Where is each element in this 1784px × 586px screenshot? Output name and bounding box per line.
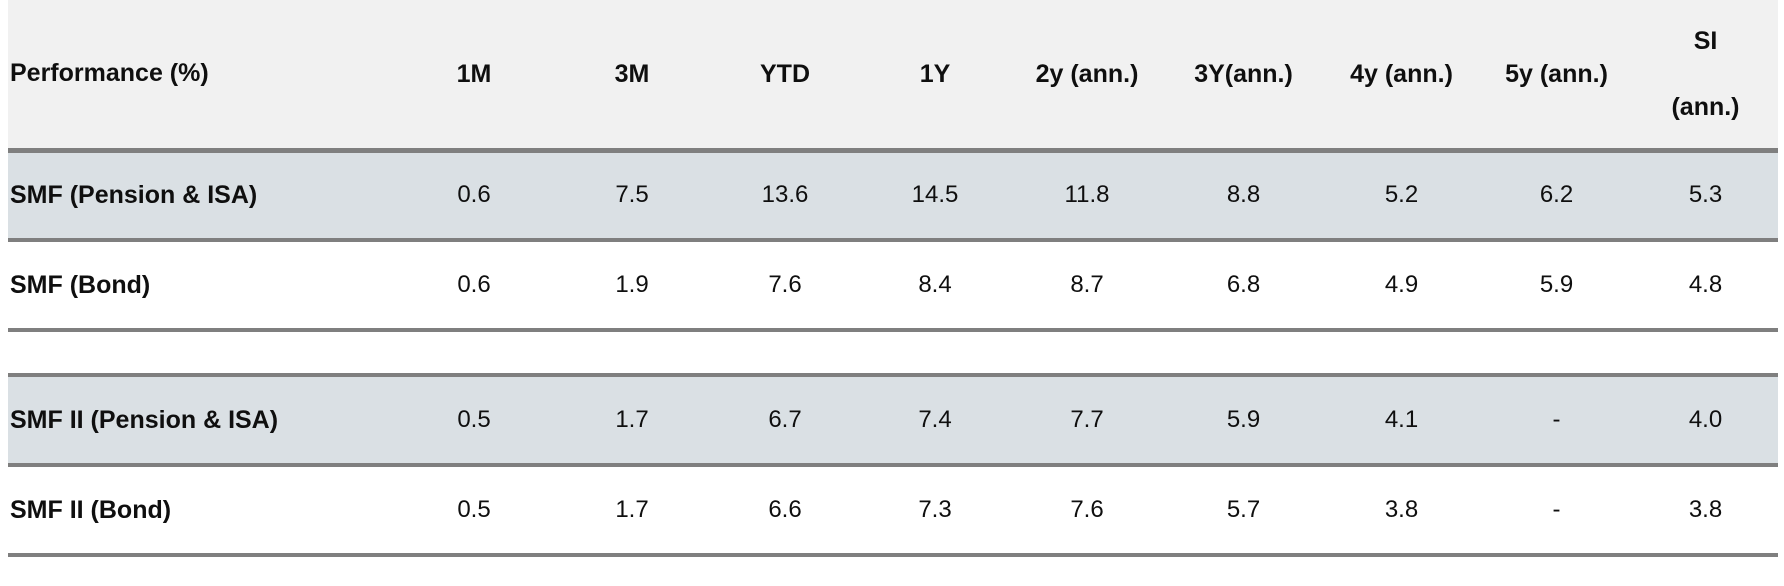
- value-cell: 5.9: [1226, 406, 1261, 433]
- row-label: SMF (Pension & ISA): [10, 180, 258, 209]
- col-header-2y-ann: 2y (ann.): [1010, 0, 1164, 150]
- value-cell: 1.9: [615, 271, 649, 298]
- col-header-1m: 1M: [394, 0, 554, 150]
- col-header-ytd: YTD: [710, 0, 860, 150]
- value-cell: 6.2: [1539, 181, 1574, 209]
- value-cell: 7.6: [768, 271, 802, 298]
- value-cell: 0.6: [457, 181, 491, 209]
- col-header-4y-ann: 4y (ann.): [1323, 0, 1480, 150]
- value-cell: 7.3: [918, 496, 952, 523]
- row-label: SMF II (Bond): [10, 495, 172, 524]
- value-cell: 1.7: [615, 496, 649, 523]
- value-cell: 6.8: [1226, 271, 1261, 298]
- value-cell: 0.5: [457, 496, 491, 523]
- table-row-smf-bond: SMF (Bond) 0.6 1.9 7.6 8.4 8.7 6.8 4.9 5…: [8, 240, 1778, 330]
- value-cell: 5.2: [1384, 181, 1419, 209]
- col-header-si-ann: SI (ann.): [1633, 0, 1778, 150]
- row-label: SMF (Bond): [10, 270, 151, 299]
- row-label: SMF II (Pension & ISA): [10, 405, 279, 434]
- col-header-1y: 1Y: [860, 0, 1010, 150]
- performance-table: Performance (%) 1M 3M YTD 1Y 2y (ann.) 3…: [8, 0, 1778, 557]
- value-cell: 7.7: [1070, 406, 1104, 433]
- performance-table-page: Performance (%) 1M 3M YTD 1Y 2y (ann.) 3…: [8, 0, 1778, 557]
- value-cell: -: [1552, 496, 1561, 523]
- value-cell: 8.4: [918, 271, 952, 298]
- value-cell: 4.8: [1688, 271, 1723, 298]
- value-cell: 1.7: [615, 406, 649, 433]
- value-cell: 7.4: [918, 406, 952, 433]
- table-row-smf-pension-isa: SMF (Pension & ISA) 0.6 7.5 13.6 14.5 11…: [8, 150, 1778, 240]
- value-cell: 13.6: [761, 181, 809, 209]
- table-row-smf2-bond: SMF II (Bond) 0.5 1.7 6.6 7.3 7.6 5.7 3.…: [8, 465, 1778, 555]
- value-cell: 4.1: [1384, 406, 1419, 433]
- col-header-label: 3Y(ann.): [1194, 59, 1293, 88]
- value-cell: 6.7: [768, 406, 802, 433]
- value-cell: 11.8: [1064, 181, 1110, 209]
- value-cell: 7.6: [1070, 496, 1104, 523]
- col-header-label: 4y (ann.): [1350, 59, 1453, 88]
- group-spacer-row: [8, 330, 1778, 375]
- col-header-label: 3M: [614, 59, 650, 88]
- table-row-smf2-pension-isa: SMF II (Pension & ISA) 0.5 1.7 6.7 7.4 7…: [8, 375, 1778, 465]
- value-cell: 4.0: [1688, 406, 1723, 433]
- value-cell: 0.6: [457, 271, 491, 298]
- header-row: Performance (%) 1M 3M YTD 1Y 2y (ann.) 3…: [8, 0, 1778, 150]
- value-cell: -: [1552, 406, 1561, 433]
- value-cell: 14.5: [911, 181, 959, 209]
- value-cell: 8.7: [1070, 271, 1104, 298]
- col-header-label: 5y (ann.): [1505, 59, 1608, 88]
- col-header-label: 2y (ann.): [1035, 59, 1139, 88]
- col-header-label-line2: (ann.): [1671, 92, 1740, 121]
- col-header-5y-ann: 5y (ann.): [1480, 0, 1633, 150]
- col-header-label: 1M: [456, 59, 492, 88]
- col-header-label: YTD: [760, 59, 810, 88]
- col-header-label: SI: [1693, 26, 1718, 55]
- value-cell: 5.3: [1688, 181, 1723, 209]
- value-cell: 3.8: [1384, 496, 1419, 523]
- col-header-label: 1Y: [919, 59, 951, 88]
- value-cell: 3.8: [1688, 496, 1723, 523]
- value-cell: 8.8: [1226, 181, 1261, 209]
- value-cell: 0.5: [457, 406, 491, 433]
- col-header-3m: 3M: [554, 0, 710, 150]
- table-title: Performance (%): [10, 59, 209, 88]
- value-cell: 5.7: [1226, 496, 1261, 523]
- value-cell: 5.9: [1539, 271, 1574, 298]
- value-cell: 4.9: [1384, 271, 1419, 298]
- value-cell: 7.5: [615, 181, 649, 209]
- value-cell: 6.6: [768, 496, 802, 523]
- spacer-cell: [8, 330, 1778, 375]
- col-header-3y-ann: 3Y(ann.): [1164, 0, 1323, 150]
